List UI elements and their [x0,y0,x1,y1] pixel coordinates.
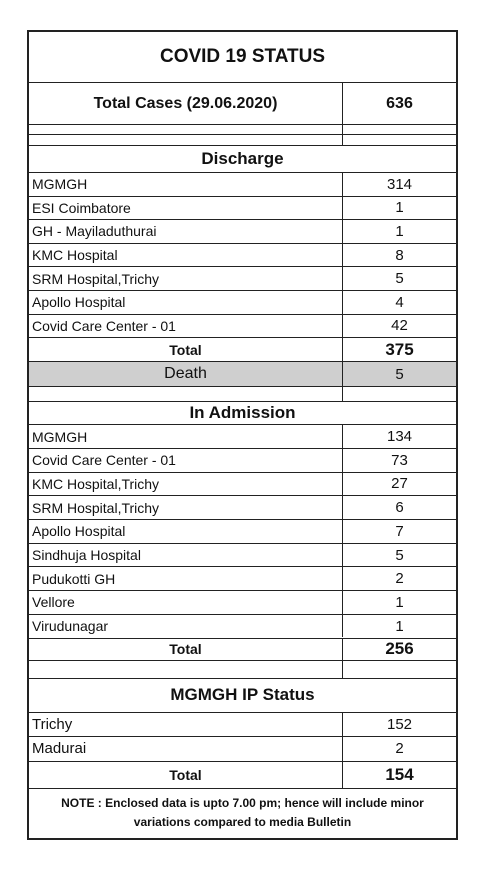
section-header-text: MGMGH IP Status [170,685,315,704]
row-label: Covid Care Center - 01 [29,448,343,472]
blank-row [29,124,456,134]
total-row: Total 154 [29,760,456,788]
blank-row [29,659,456,678]
row-label: Trichy [29,712,343,736]
data-row: Sindhuja Hospital 5 [29,542,456,567]
row-value: 1 [395,222,404,240]
blank-cell [29,125,343,134]
row-label: GH - Mayiladuthurai [29,220,343,243]
note-text: NOTE : Enclosed data is upto 7.00 pm; he… [61,796,424,830]
blank-cell [29,135,343,145]
total-cases-row: Total Cases (29.06.2020) 636 [29,82,456,124]
data-row: Virudunagar 1 [29,613,456,638]
row-value: 5 [395,270,404,288]
section-header: Discharge [29,145,456,172]
row-label: ESI Coimbatore [29,196,343,220]
data-row: GH - Mayiladuthurai 1 [29,219,456,243]
row-value: 2 [395,570,404,588]
data-row: KMC Hospital,Trichy 27 [29,471,456,496]
row-value: 5 [395,365,404,383]
section-header-text: Discharge [201,149,284,168]
death-row: Death 5 [29,361,456,387]
row-value: 636 [386,94,413,112]
data-row: ESI Coimbatore 1 [29,195,456,220]
section-header-text: In Admission [189,403,296,423]
total-row: Total 375 [29,337,456,362]
data-row: MGMGH 134 [29,424,456,448]
data-row: SRM Hospital,Trichy 5 [29,266,456,290]
status-sheet: COVID 19 STATUS Total Cases (29.06.2020) 6… [27,30,458,840]
data-row: Trichy 152 [29,711,456,736]
row-value: 375 [385,339,414,359]
section-header: MGMGH IP Status [29,677,456,712]
row-value: 73 [391,451,408,469]
data-row: Apollo Hospital 4 [29,290,456,314]
total-row: Total 256 [29,637,456,660]
row-label: Pudukotti GH [29,567,343,591]
row-value: 1 [395,199,404,217]
row-label: SRM Hospital,Trichy [29,267,343,290]
row-value: 1 [395,593,404,611]
row-value: 314 [386,175,413,193]
row-label: Covid Care Center - 01 [29,314,343,338]
row-value: 154 [385,764,414,784]
blank-row [29,134,456,145]
row-value: 134 [386,428,413,446]
row-value: 152 [386,715,413,733]
data-row: Vellore 1 [29,590,456,614]
row-label: SRM Hospital,Trichy [29,496,343,519]
row-value: 256 [385,639,414,658]
row-value: 8 [395,246,404,264]
row-label: Sindhuja Hospital [29,543,343,567]
blank-cell [29,387,343,402]
row-label: MGMGH [29,173,343,196]
data-row: MGMGH 314 [29,172,456,196]
row-label: Madurai [29,737,343,761]
row-value: 27 [391,475,408,493]
section-header: In Admission [29,401,456,424]
title-text: COVID 19 STATUS [159,46,326,67]
row-value: 2 [395,740,404,758]
row-label: Total Cases (29.06.2020) [29,83,343,124]
data-row: Pudukotti GH 2 [29,566,456,591]
row-label: Vellore [29,591,343,614]
row-label: Apollo Hospital [29,291,343,314]
note-row: NOTE : Enclosed data is upto 7.00 pm; he… [29,787,456,839]
row-value: 1 [395,617,404,635]
row-label: Total [29,761,343,788]
title: COVID 19 STATUS [29,32,456,82]
row-label: KMC Hospital [29,243,343,267]
data-row: Madurai 2 [29,736,456,761]
row-label: Death [29,362,343,387]
data-row: SRM Hospital,Trichy 6 [29,495,456,519]
row-label: Total [29,338,343,362]
blank-cell [29,660,343,678]
row-label: MGMGH [29,425,343,448]
row-value: 7 [395,522,404,540]
row-label: Virudunagar [29,614,343,638]
row-label: Total [29,638,343,660]
row-label: KMC Hospital,Trichy [29,472,343,496]
blank-row [29,386,456,402]
row-value: 6 [395,499,404,517]
data-row: Covid Care Center - 01 73 [29,447,456,472]
row-label: Apollo Hospital [29,520,343,543]
data-row: Apollo Hospital 7 [29,519,456,543]
data-row: Covid Care Center - 01 42 [29,313,456,338]
data-row: KMC Hospital 8 [29,242,456,267]
row-value: 42 [391,317,408,335]
row-value: 4 [395,293,404,311]
row-value: 5 [395,546,404,564]
